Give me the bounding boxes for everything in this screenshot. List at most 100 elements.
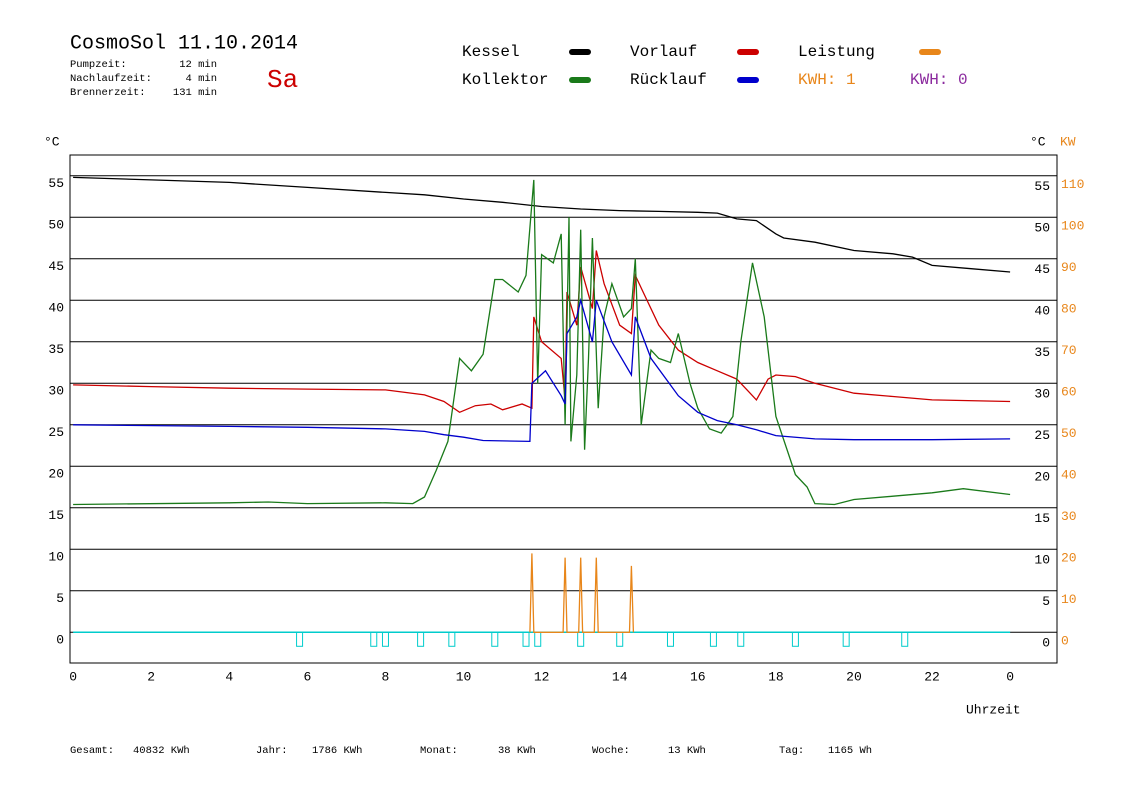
- plot-frame: [69, 154, 1058, 664]
- weekday: Sa: [267, 65, 298, 95]
- pump-event: [522, 631, 530, 647]
- legend-label: Kollektor: [462, 71, 548, 89]
- y-tick-label: 35: [48, 342, 64, 357]
- x-tick-label: 22: [924, 669, 940, 684]
- footer-label: Monat:: [420, 745, 458, 757]
- series-line: [73, 297, 1011, 443]
- pump-event: [534, 631, 542, 647]
- y2-tick-label: 20: [1061, 551, 1077, 566]
- stat-value: 131 min: [173, 87, 217, 99]
- y-axis-label: °C: [44, 134, 60, 149]
- pump-event: [370, 631, 378, 647]
- stat-label: Nachlaufzeit:: [70, 73, 152, 85]
- y2-tick-label: 60: [1061, 385, 1077, 400]
- footer-label: Tag:: [779, 745, 804, 757]
- y-tick-label: 5: [56, 591, 64, 606]
- y-tick-label: 15: [48, 508, 64, 523]
- stat-label: Pumpzeit:: [70, 59, 127, 71]
- pump-event: [901, 631, 909, 647]
- stat-label: Brennerzeit:: [70, 87, 146, 99]
- y-tick-label-right: 15: [1034, 511, 1050, 526]
- y-tick-label: 40: [48, 301, 64, 316]
- y-tick-label-right: 35: [1034, 345, 1050, 360]
- y2-tick-label: 110: [1061, 177, 1084, 192]
- y-tick-label: 45: [48, 259, 64, 274]
- y2-tick-label: 80: [1061, 302, 1077, 317]
- pump-event: [737, 631, 745, 647]
- x-tick-label: 14: [612, 669, 628, 684]
- pump-event: [666, 631, 674, 647]
- y-tick-label: 0: [56, 633, 64, 648]
- y-tick-label: 10: [48, 550, 64, 565]
- x-tick-label: 20: [846, 669, 862, 684]
- x-tick-label: 0: [1006, 669, 1014, 684]
- x-tick-label: 4: [225, 669, 233, 684]
- y2-tick-label: 70: [1061, 343, 1077, 358]
- y2-tick-label: 100: [1061, 219, 1084, 234]
- y-tick-label-right: 5: [1042, 594, 1050, 609]
- x-tick-label: 0: [69, 669, 77, 684]
- x-tick-label: 18: [768, 669, 784, 684]
- y2-axis-label: °C: [1030, 134, 1046, 149]
- y-tick-label: 25: [48, 425, 64, 440]
- footer-value: 40832 KWh: [133, 745, 190, 757]
- pump-event: [709, 631, 717, 647]
- y2-tick-label: 10: [1061, 592, 1077, 607]
- pump-event: [616, 631, 624, 647]
- footer-label: Woche:: [592, 745, 630, 757]
- stat-value: 4 min: [185, 73, 217, 85]
- pump-event: [842, 631, 850, 647]
- pump-event: [296, 631, 304, 647]
- series-line: [73, 176, 1011, 273]
- y-tick-label-right: 55: [1034, 179, 1050, 194]
- chart-title: CosmoSol 11.10.2014: [70, 32, 298, 55]
- y2-tick-label: 90: [1061, 260, 1077, 275]
- y-tick-label: 50: [48, 218, 64, 233]
- y2-tick-label: 0: [1061, 634, 1069, 649]
- y2-tick-label: 50: [1061, 426, 1077, 441]
- kwh-label: KWH: 0: [910, 71, 968, 89]
- y-tick-label-right: 10: [1034, 553, 1050, 568]
- y-tick-label: 55: [48, 176, 64, 191]
- legend-label: Rücklauf: [630, 71, 707, 89]
- pump-event: [491, 631, 499, 647]
- pump-event: [381, 631, 389, 647]
- footer-label: Gesamt:: [70, 745, 114, 757]
- series-line: [73, 179, 1011, 506]
- pump-event: [791, 631, 799, 647]
- pump-event: [448, 631, 456, 647]
- stat-value: 12 min: [179, 59, 217, 71]
- legend-label: Vorlauf: [630, 43, 697, 61]
- x-tick-label: 10: [456, 669, 472, 684]
- footer-label: Jahr:: [256, 745, 288, 757]
- x-tick-label: 6: [303, 669, 311, 684]
- y2-unit: KW: [1060, 134, 1076, 149]
- pump-event: [417, 631, 425, 647]
- y-tick-label: 30: [48, 384, 64, 399]
- y-tick-label-right: 45: [1034, 262, 1050, 277]
- x-axis-label: Uhrzeit: [966, 702, 1021, 717]
- y2-tick-label: 40: [1061, 468, 1077, 483]
- x-tick-label: 2: [147, 669, 155, 684]
- pump-event: [577, 631, 585, 647]
- y-tick-label-right: 50: [1034, 221, 1050, 236]
- x-tick-label: 16: [690, 669, 706, 684]
- footer-value: 1165 Wh: [828, 745, 872, 757]
- y-tick-label-right: 20: [1034, 470, 1050, 485]
- y-tick-label-right: 30: [1034, 387, 1050, 402]
- x-tick-label: 12: [534, 669, 550, 684]
- y-tick-label-right: 25: [1034, 428, 1050, 443]
- series-line: [529, 553, 635, 633]
- legend-label: Leistung: [798, 43, 875, 61]
- kwh-label: KWH: 1: [798, 71, 856, 89]
- y2-tick-label: 30: [1061, 509, 1077, 524]
- y-tick-label: 20: [48, 467, 64, 482]
- x-tick-label: 8: [382, 669, 390, 684]
- footer-value: 38 KWh: [498, 745, 536, 757]
- y-tick-label-right: 40: [1034, 304, 1050, 319]
- footer-value: 1786 KWh: [312, 745, 362, 757]
- footer-value: 13 KWh: [668, 745, 706, 757]
- legend-label: Kessel: [462, 43, 520, 61]
- y-tick-label-right: 0: [1042, 636, 1050, 651]
